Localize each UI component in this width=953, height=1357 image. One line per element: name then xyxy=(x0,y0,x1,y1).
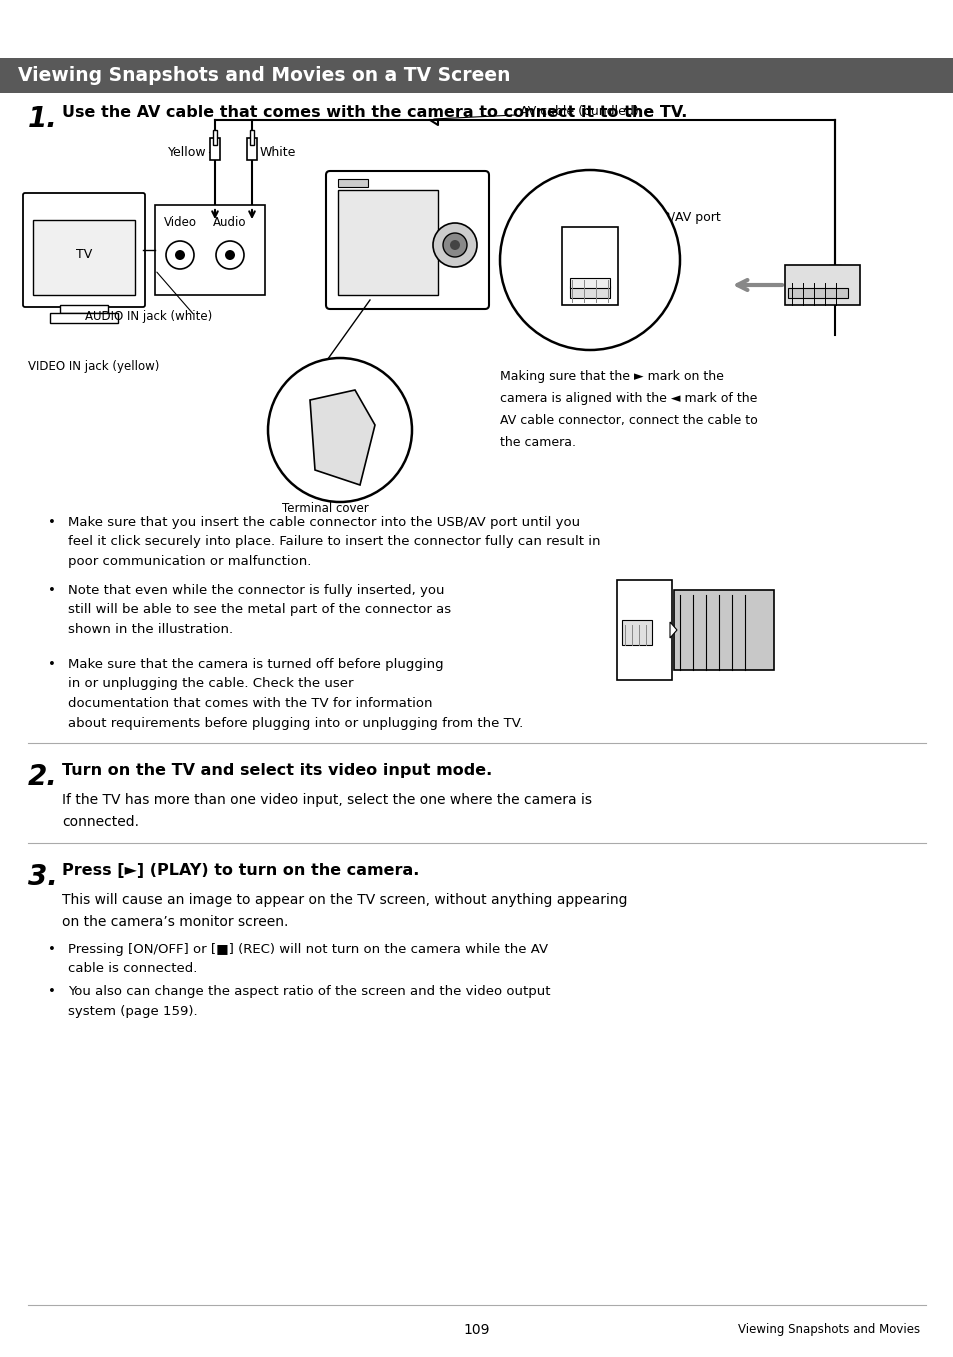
Bar xyxy=(210,138,220,160)
Text: TV: TV xyxy=(76,248,92,262)
Text: •: • xyxy=(48,985,56,997)
Text: Pressing [ON/OFF] or [■] (REC) will not turn on the camera while the AV: Pressing [ON/OFF] or [■] (REC) will not … xyxy=(68,943,548,955)
Text: •: • xyxy=(48,516,56,529)
Text: 2.: 2. xyxy=(28,763,58,791)
Polygon shape xyxy=(310,389,375,484)
Bar xyxy=(612,575,781,685)
Circle shape xyxy=(166,242,193,269)
Bar xyxy=(828,265,841,290)
Text: AV cable (bundled): AV cable (bundled) xyxy=(519,106,639,118)
Text: Press [►] (PLAY) to turn on the camera.: Press [►] (PLAY) to turn on the camera. xyxy=(62,863,419,878)
Text: Viewing Snapshots and Movies on a TV Screen: Viewing Snapshots and Movies on a TV Scr… xyxy=(18,66,510,85)
Text: about requirements before plugging into or unplugging from the TV.: about requirements before plugging into … xyxy=(68,716,522,730)
Text: •: • xyxy=(48,584,56,597)
Text: Make sure that you insert the cable connector into the USB/AV port until you: Make sure that you insert the cable conn… xyxy=(68,516,579,529)
Text: You also can change the aspect ratio of the screen and the video output: You also can change the aspect ratio of … xyxy=(68,985,550,997)
Text: poor communication or malfunction.: poor communication or malfunction. xyxy=(68,555,311,569)
Bar xyxy=(569,286,609,299)
Text: in or unplugging the cable. Check the user: in or unplugging the cable. Check the us… xyxy=(68,677,354,691)
Bar xyxy=(337,190,437,294)
Text: documentation that comes with the TV for information: documentation that comes with the TV for… xyxy=(68,697,432,710)
Bar xyxy=(60,305,108,313)
Bar xyxy=(673,590,773,670)
Text: camera is aligned with the ◄ mark of the: camera is aligned with the ◄ mark of the xyxy=(499,392,757,404)
FancyBboxPatch shape xyxy=(23,193,145,307)
Text: Note that even while the connector is fully inserted, you: Note that even while the connector is fu… xyxy=(68,584,444,597)
Text: If the TV has more than one video input, select the one where the camera is
conn: If the TV has more than one video input,… xyxy=(62,792,592,829)
Text: •: • xyxy=(48,658,56,670)
Text: 109: 109 xyxy=(463,1323,490,1337)
Circle shape xyxy=(450,240,459,250)
Circle shape xyxy=(442,233,467,256)
Text: Audio: Audio xyxy=(213,217,247,229)
Bar xyxy=(247,138,256,160)
Text: White: White xyxy=(260,145,296,159)
Bar xyxy=(617,579,671,680)
Text: system (page 159).: system (page 159). xyxy=(68,1004,197,1018)
Circle shape xyxy=(174,250,185,261)
Text: This will cause an image to appear on the TV screen, without anything appearing
: This will cause an image to appear on th… xyxy=(62,893,627,928)
Text: VIDEO IN jack (yellow): VIDEO IN jack (yellow) xyxy=(28,360,159,373)
Text: 3.: 3. xyxy=(28,863,58,892)
Text: the camera.: the camera. xyxy=(499,436,576,449)
Bar xyxy=(250,130,253,145)
Text: 1.: 1. xyxy=(28,104,58,133)
Bar xyxy=(154,205,265,294)
Bar xyxy=(569,278,609,288)
Text: Video: Video xyxy=(163,217,196,229)
Circle shape xyxy=(499,170,679,350)
Text: Use the AV cable that comes with the camera to connect it to the TV.: Use the AV cable that comes with the cam… xyxy=(62,104,687,119)
Text: AUDIO IN jack (white): AUDIO IN jack (white) xyxy=(85,309,212,323)
Text: Make sure that the camera is turned off before plugging: Make sure that the camera is turned off … xyxy=(68,658,443,670)
Bar xyxy=(33,220,135,294)
Bar xyxy=(621,620,651,645)
Bar xyxy=(787,288,847,299)
Text: still will be able to see the metal part of the connector as: still will be able to see the metal part… xyxy=(68,604,451,616)
Bar xyxy=(784,265,859,305)
Bar xyxy=(561,227,618,305)
Text: Terminal cover: Terminal cover xyxy=(281,502,368,516)
Text: feel it click securely into place. Failure to insert the connector fully can res: feel it click securely into place. Failu… xyxy=(68,536,599,548)
Circle shape xyxy=(433,223,476,267)
Circle shape xyxy=(268,358,412,502)
Text: AV cable connector, connect the cable to: AV cable connector, connect the cable to xyxy=(499,414,757,427)
Bar xyxy=(213,130,216,145)
Bar xyxy=(50,313,118,323)
Circle shape xyxy=(215,242,244,269)
Circle shape xyxy=(225,250,234,261)
Text: USB/AV port: USB/AV port xyxy=(644,212,720,224)
Bar xyxy=(337,179,368,187)
Text: cable is connected.: cable is connected. xyxy=(68,962,197,976)
Text: shown in the illustration.: shown in the illustration. xyxy=(68,623,233,636)
Text: Yellow: Yellow xyxy=(168,145,207,159)
FancyBboxPatch shape xyxy=(326,171,489,309)
Text: Making sure that the ► mark on the: Making sure that the ► mark on the xyxy=(499,370,723,383)
Polygon shape xyxy=(669,622,677,638)
Text: Viewing Snapshots and Movies: Viewing Snapshots and Movies xyxy=(737,1323,919,1337)
Text: •: • xyxy=(48,943,56,955)
Bar xyxy=(0,58,953,94)
Text: Turn on the TV and select its video input mode.: Turn on the TV and select its video inpu… xyxy=(62,763,492,778)
